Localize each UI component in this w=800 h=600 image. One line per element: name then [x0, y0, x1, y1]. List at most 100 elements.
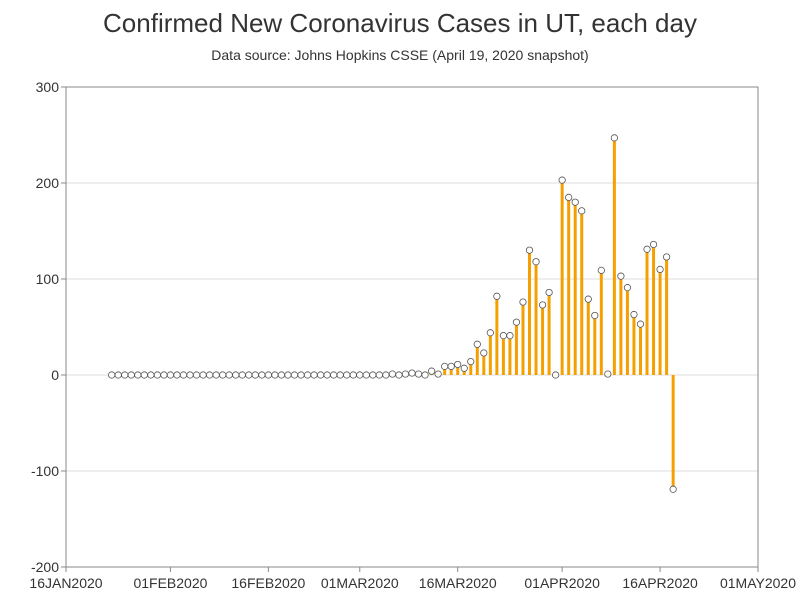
data-point — [623, 284, 632, 292]
data-point — [369, 371, 377, 379]
data-point — [317, 371, 325, 379]
data-point — [375, 371, 383, 379]
data-point — [578, 207, 586, 215]
data-point — [434, 370, 442, 378]
data-point — [480, 349, 488, 357]
data-point — [140, 371, 148, 379]
data-point — [284, 371, 292, 379]
x-tick-label: 16APR2020 — [622, 575, 698, 591]
x-tick-label: 01MAR2020 — [321, 575, 399, 591]
plot-frame — [65, 86, 759, 568]
data-point — [408, 369, 416, 377]
needle-series — [390, 137, 675, 490]
data-point — [656, 265, 664, 273]
y-tick-label: 300 — [36, 79, 60, 95]
data-point — [395, 371, 403, 379]
x-tick-label: 01FEB2020 — [133, 575, 207, 591]
y-tick-label: -200 — [31, 559, 59, 575]
data-point — [160, 371, 168, 379]
data-point — [649, 240, 658, 249]
y-tick-label: 100 — [36, 271, 60, 287]
data-point — [552, 371, 560, 379]
data-point — [290, 371, 299, 379]
data-point — [454, 360, 462, 369]
data-point — [519, 298, 527, 306]
data-point — [173, 371, 181, 379]
data-point — [264, 371, 272, 379]
data-point — [486, 329, 494, 337]
data-point — [584, 295, 592, 303]
data-point — [617, 272, 625, 280]
data-point — [238, 371, 246, 379]
data-point — [225, 371, 233, 379]
data-point — [591, 311, 599, 320]
data-point — [421, 371, 429, 379]
data-point — [245, 371, 253, 379]
data-point — [597, 266, 605, 274]
data-point — [336, 371, 344, 379]
data-point — [114, 371, 122, 379]
data-point — [506, 332, 514, 340]
data-point — [349, 371, 357, 379]
data-point — [121, 371, 129, 379]
chart-title: Confirmed New Coronavirus Cases in UT, e… — [103, 8, 697, 38]
data-point — [179, 371, 188, 379]
data-point — [356, 371, 364, 379]
data-point — [192, 371, 201, 379]
x-tick-label: 16MAR2020 — [419, 575, 497, 591]
marker-series — [108, 134, 677, 493]
data-point — [499, 332, 507, 340]
data-point — [127, 371, 135, 379]
data-point — [166, 371, 175, 379]
y-axis: -200 -100 0 100 200 300 — [31, 79, 66, 575]
data-point — [532, 258, 540, 266]
data-point — [558, 176, 566, 184]
data-point — [565, 193, 573, 201]
data-point — [199, 371, 207, 379]
data-point — [147, 371, 155, 379]
data-point — [277, 371, 286, 379]
data-point — [467, 357, 475, 366]
data-point — [153, 371, 161, 379]
data-point — [388, 370, 397, 378]
data-point — [343, 371, 351, 379]
data-point — [297, 371, 305, 379]
x-tick-label: 01APR2020 — [524, 575, 600, 591]
data-point — [303, 371, 312, 379]
data-point — [571, 198, 579, 206]
data-point — [663, 253, 671, 261]
data-point — [186, 371, 194, 379]
y-tick-label: -100 — [31, 463, 59, 479]
data-point — [212, 371, 220, 379]
y-tick-label: 200 — [36, 175, 60, 191]
data-point — [414, 370, 423, 378]
data-point — [525, 246, 534, 254]
chart-subtitle: Data source: Johns Hopkins CSSE (April 1… — [211, 47, 589, 63]
data-point — [669, 485, 677, 493]
data-point — [271, 371, 279, 379]
data-point — [232, 371, 240, 379]
x-tick-label: 16JAN2020 — [29, 575, 102, 591]
data-point — [643, 245, 651, 253]
x-tick-label: 01MAY2020 — [720, 575, 796, 591]
data-point — [219, 371, 227, 379]
data-point — [310, 371, 318, 379]
data-point — [108, 371, 116, 379]
data-point — [636, 320, 645, 328]
x-axis: 16JAN2020 01FEB2020 16FEB2020 01MAR2020 16MA… — [29, 567, 796, 591]
data-point — [427, 367, 436, 375]
data-point — [441, 362, 449, 370]
data-point — [401, 370, 410, 378]
data-point — [362, 371, 370, 379]
data-point — [604, 370, 612, 378]
data-point — [538, 301, 547, 309]
data-point — [330, 371, 338, 379]
data-point — [512, 318, 521, 326]
data-point — [630, 310, 638, 319]
data-point — [610, 134, 618, 142]
data-point — [134, 371, 142, 379]
data-point — [251, 371, 259, 379]
data-point — [382, 371, 390, 379]
data-point — [493, 292, 501, 300]
